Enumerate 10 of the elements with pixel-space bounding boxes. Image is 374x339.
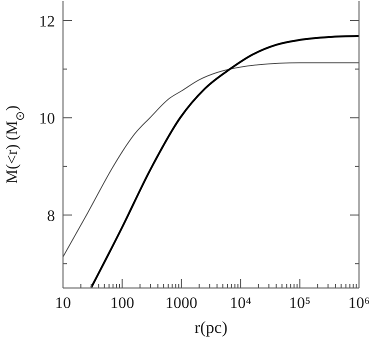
x-tick-label: 100 (110, 295, 134, 312)
y-tick-label: 8 (47, 208, 55, 226)
x-tick-label: 1000 (165, 295, 198, 312)
y-tick-label: 12 (39, 13, 55, 30)
x-axis-title: r(pc) (194, 318, 228, 337)
x-tick-label: 10⁵ (289, 295, 311, 312)
x-tick-label: 10⁶ (348, 295, 370, 312)
x-tick-label: 10 (55, 295, 71, 312)
y-tick-label: 10 (39, 110, 55, 128)
x-tick-label: 10⁴ (230, 295, 252, 312)
